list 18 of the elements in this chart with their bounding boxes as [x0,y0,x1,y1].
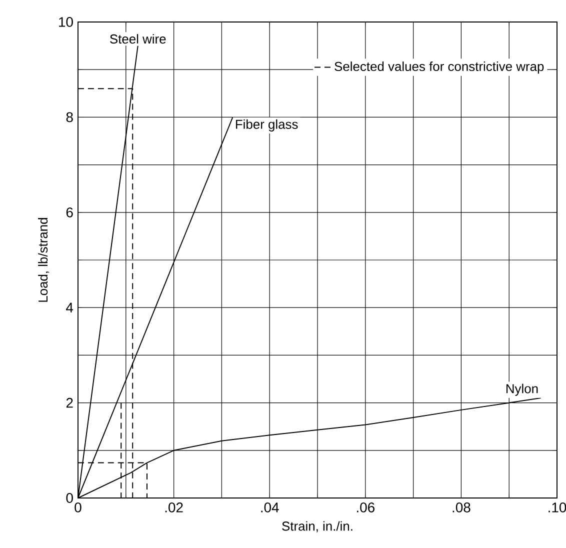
x-tick-label: .08 [452,502,470,512]
y-tick-label: 4 [66,302,74,312]
series-label: Fiber glass [236,119,298,132]
x-tick-label: .02 [165,502,183,512]
y-tick-label: 10 [59,17,73,27]
x-axis-title: Strain, in./in. [282,521,352,532]
y-axis-title: Load, lb/strand [38,218,50,302]
y-tick-label: 6 [66,207,73,218]
x-tick-label: .04 [261,502,279,512]
series-label: Steel wire [110,34,166,44]
legend-label: Selected values for constrictive wrap [334,62,544,74]
x-tick-label: 0 [74,502,82,512]
x-tick-label: .06 [356,502,374,512]
y-tick-label: 0 [66,493,73,503]
y-tick-label: 8 [66,112,73,122]
x-tick-label: .10 [548,502,566,512]
series-label: Nylon [506,384,538,396]
y-tick-label: 2 [66,398,73,408]
